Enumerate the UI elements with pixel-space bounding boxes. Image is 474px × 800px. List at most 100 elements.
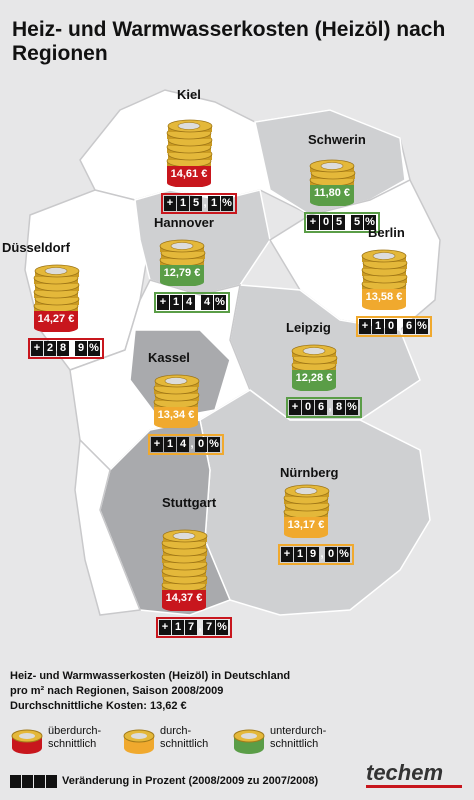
coin-center (164, 377, 188, 385)
change-percent: % (88, 341, 100, 356)
change-digit: 1 (372, 319, 384, 334)
coin-center (294, 487, 318, 495)
city-name-dsseldorf: Düsseldorf (2, 240, 70, 255)
change-indicator-kiel: +1 5, 1% (161, 193, 237, 214)
change-digit: 6 (315, 400, 327, 415)
change-digit: 5 (190, 196, 202, 211)
change-digit: 0 (325, 547, 337, 562)
change-digit: + (281, 547, 293, 562)
change-comma: , (203, 197, 207, 209)
coin-center (170, 242, 194, 250)
techem-logo-bar (366, 785, 462, 788)
change-indicator-berlin: +1 0, 6% (356, 316, 432, 337)
cost-badge-hannover: 12,79 € (160, 265, 204, 282)
change-digit: 4 (183, 295, 195, 310)
city-name-schwerin: Schwerin (308, 132, 366, 147)
page-title: Heiz- und Warmwasserkosten (Heizöl) nach… (12, 18, 446, 65)
change-digit: 0 (302, 400, 314, 415)
change-comma: , (196, 296, 200, 308)
cost-badge-nrnberg: 13,17 € (284, 517, 328, 534)
change-digit: + (164, 196, 176, 211)
coin-orange-icon (123, 729, 155, 754)
change-percent: % (364, 215, 376, 230)
change-digit: 4 (201, 295, 213, 310)
change-digit: 9 (307, 547, 319, 562)
change-indicator-nrnberg: +1 9, 0% (278, 544, 354, 565)
cost-badge-berlin: 13,58 € (362, 289, 406, 306)
change-legend-blocks (10, 775, 57, 788)
change-indicator-schwerin: +0 5, 5% (304, 212, 380, 233)
change-digit: 9 (75, 341, 87, 356)
cost-badge-stuttgart: 14,37 € (162, 590, 206, 607)
legend-line-2: pro m² nach Regionen, Saison 2008/2009 (10, 685, 224, 697)
change-indicator-leipzig: +0 6, 8% (286, 397, 362, 418)
coin-center (177, 122, 201, 130)
change-comma: , (190, 438, 194, 450)
change-comma: , (398, 320, 402, 332)
change-comma: , (320, 548, 324, 560)
change-digit: + (359, 319, 371, 334)
legend-line-1: Heiz- und Warmwasserkosten (Heizöl) in D… (10, 670, 291, 682)
change-percent: % (214, 295, 226, 310)
change-digit: 0 (320, 215, 332, 230)
change-digit: 5 (333, 215, 345, 230)
city-name-hannover: Hannover (154, 215, 214, 230)
change-digit: + (307, 215, 319, 230)
cost-badge-kiel: 14,61 € (167, 166, 211, 183)
coin-center (302, 347, 326, 355)
city-name-kiel: Kiel (177, 87, 201, 102)
change-digit: 6 (403, 319, 415, 334)
change-digit: 1 (164, 437, 176, 452)
change-digit: 7 (185, 620, 197, 635)
change-indicator-dsseldorf: +2 8, 9% (28, 338, 104, 359)
change-comma: , (328, 401, 332, 413)
change-legend-label: Veränderung in Prozent (2008/2009 zu 200… (62, 775, 319, 787)
change-comma: , (346, 216, 350, 228)
change-digit: 5 (351, 215, 363, 230)
change-digit: + (289, 400, 301, 415)
change-digit: 2 (44, 341, 56, 356)
change-indicator-stuttgart: +1 7, 7% (156, 617, 232, 638)
change-digit: 1 (208, 196, 220, 211)
coin-red-icon (11, 729, 43, 754)
change-indicator-hannover: +1 4, 4% (154, 292, 230, 313)
coin-center (172, 532, 196, 540)
change-percent: % (216, 620, 228, 635)
coin-center (320, 162, 344, 170)
change-digit: 1 (177, 196, 189, 211)
coin-center (372, 252, 396, 260)
change-indicator-kassel: +1 4, 0% (148, 434, 224, 455)
legend-below: unterdurch- schnittlich (270, 725, 327, 750)
change-percent: % (338, 547, 350, 562)
change-percent: % (208, 437, 220, 452)
change-digit: 0 (385, 319, 397, 334)
coin-center (44, 267, 68, 275)
legend: Heiz- und Warmwasserkosten (Heizöl) in D… (0, 665, 474, 800)
coin-stack-dsseldorf (33, 264, 80, 332)
change-comma: , (198, 621, 202, 633)
city-name-berlin: Berlin (368, 225, 405, 240)
change-digit: 7 (203, 620, 215, 635)
change-digit: + (151, 437, 163, 452)
change-percent: % (346, 400, 358, 415)
change-digit: 1 (294, 547, 306, 562)
techem-logo: techem (366, 760, 444, 785)
change-digit: + (157, 295, 169, 310)
change-digit: + (31, 341, 43, 356)
cost-badge-schwerin: 11,80 € (310, 185, 354, 202)
legend-above: überdurch- schnittlich (48, 725, 102, 750)
legend-line-3: Durchschnittliche Kosten: 13,62 € (10, 700, 187, 712)
city-name-stuttgart: Stuttgart (162, 495, 217, 510)
change-digit: 4 (177, 437, 189, 452)
coin-green-icon (233, 729, 265, 754)
city-name-nrnberg: Nürnberg (280, 465, 339, 480)
map-region-southwest (74, 438, 142, 616)
change-digit: 1 (172, 620, 184, 635)
cost-badge-leipzig: 12,28 € (292, 370, 336, 387)
legend-average: durch- schnittlich (160, 725, 209, 750)
change-digit: 8 (57, 341, 69, 356)
change-percent: % (221, 196, 233, 211)
change-digit: 0 (195, 437, 207, 452)
cost-badge-kassel: 13,34 € (154, 407, 198, 424)
change-percent: % (416, 319, 428, 334)
